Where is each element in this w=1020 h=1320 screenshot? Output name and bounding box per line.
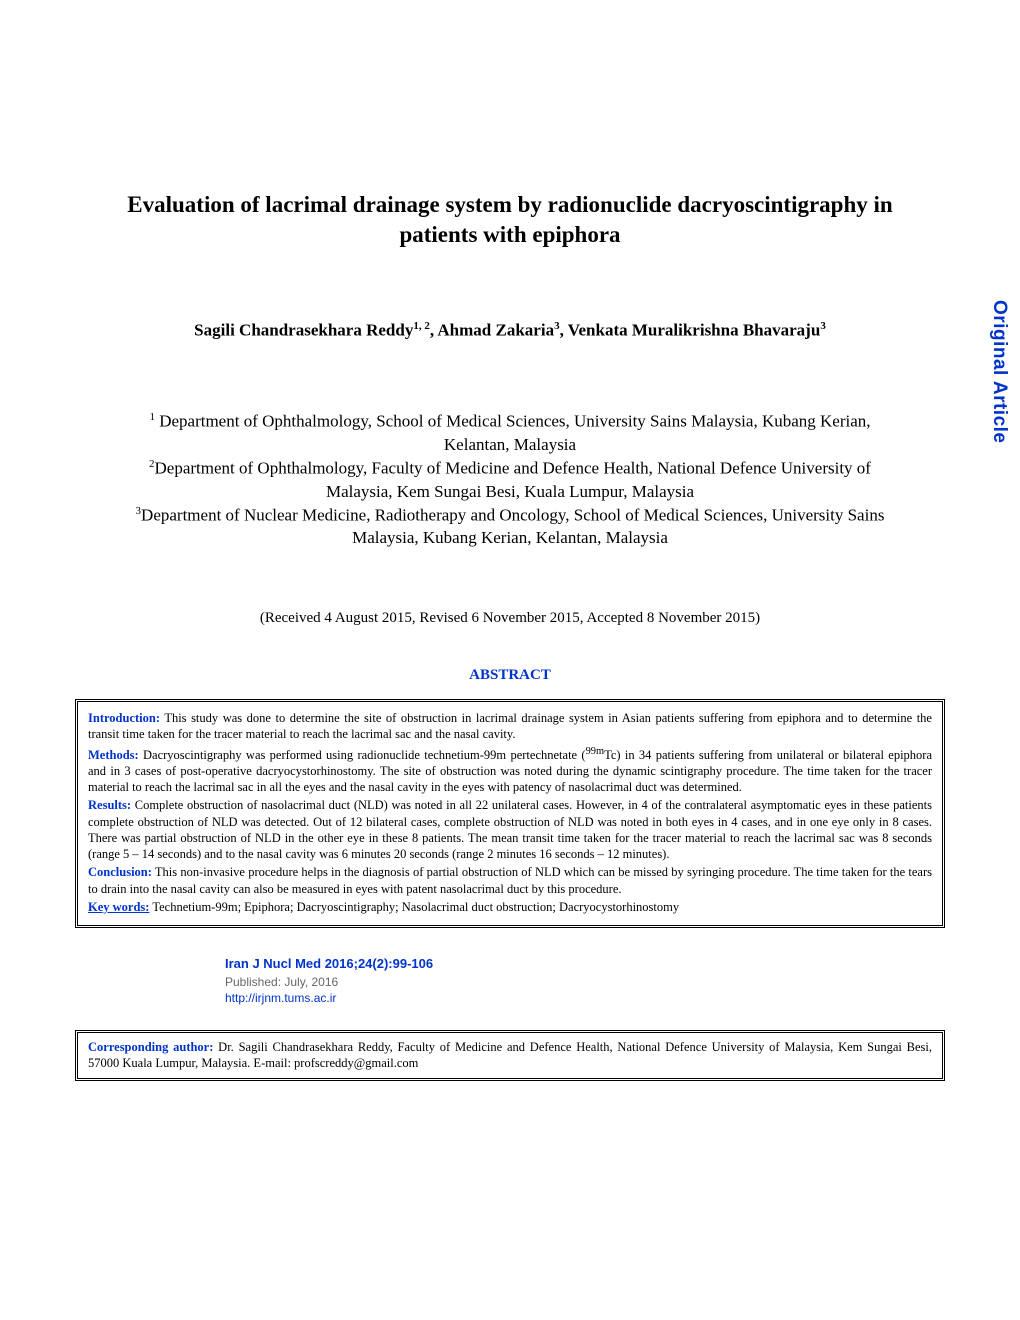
abstract-box: Introduction: This study was done to det… <box>75 699 945 928</box>
corresponding-author-box: Corresponding author: Dr. Sagili Chandra… <box>75 1030 945 1081</box>
conclusion-label: Conclusion: <box>88 865 152 879</box>
publication-info: Iran J Nucl Med 2016;24(2):99-106 Publis… <box>225 956 945 1005</box>
keywords-label: Key words: <box>88 900 149 914</box>
affiliations: 1 Department of Ophthalmology, School of… <box>75 410 945 550</box>
introduction-text: This study was done to determine the sit… <box>88 711 932 741</box>
abstract-conclusion: Conclusion: This non-invasive procedure … <box>88 864 932 897</box>
results-text: Complete obstruction of nasolacrimal duc… <box>88 798 932 861</box>
abstract-introduction: Introduction: This study was done to det… <box>88 710 932 743</box>
methods-text: Dacryoscintigraphy was performed using r… <box>88 748 932 795</box>
keywords-text: Technetium-99m; Epiphora; Dacryoscintigr… <box>149 900 679 914</box>
abstract-keywords: Key words: Technetium-99m; Epiphora; Dac… <box>88 899 932 915</box>
conclusion-text: This non-invasive procedure helps in the… <box>88 865 932 895</box>
abstract-heading: ABSTRACT <box>75 667 945 684</box>
revision-dates: (Received 4 August 2015, Revised 6 Novem… <box>75 610 945 627</box>
introduction-label: Introduction: <box>88 711 160 725</box>
methods-label: Methods: <box>88 748 139 762</box>
journal-url[interactable]: http://irjnm.tums.ac.ir <box>225 991 945 1005</box>
article-type-side-label: Original Article <box>988 300 1010 444</box>
abstract-results: Results: Complete obstruction of nasolac… <box>88 797 932 862</box>
results-label: Results: <box>88 798 131 812</box>
journal-citation: Iran J Nucl Med 2016;24(2):99-106 <box>225 956 945 971</box>
corresponding-label: Corresponding author: <box>88 1040 213 1054</box>
published-date: Published: July, 2016 <box>225 975 945 989</box>
article-title: Evaluation of lacrimal drainage system b… <box>75 190 945 250</box>
abstract-methods: Methods: Dacryoscintigraphy was performe… <box>88 745 932 796</box>
authors: Sagili Chandrasekhara Reddy1, 2, Ahmad Z… <box>75 320 945 341</box>
corresponding-text: Dr. Sagili Chandrasekhara Reddy, Faculty… <box>88 1040 932 1070</box>
